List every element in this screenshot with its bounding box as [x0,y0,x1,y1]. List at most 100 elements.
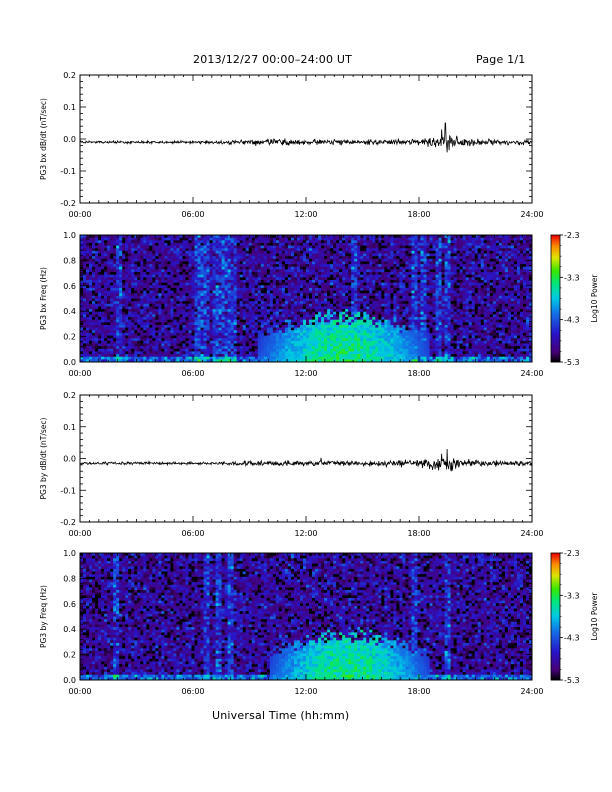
heatmap-cell [269,322,274,326]
heatmap-cell [296,274,301,278]
heatmap-cell [185,335,189,339]
heatmap-cell [254,338,259,342]
heatmap-cell [149,248,153,252]
heatmap-cell [321,351,325,355]
heatmap-cell [363,261,367,265]
heatmap-cell [140,279,144,284]
heatmap-cell [119,287,123,291]
heatmap-cell [296,317,301,321]
heatmap-cell [188,311,192,315]
heatmap-cell [83,301,87,305]
heatmap-cell [176,356,180,360]
heatmap-cell [284,359,289,363]
heatmap-cell [251,240,256,244]
heatmap-cell [128,301,132,305]
heatmap-cell [155,279,159,284]
heatmap-cell [330,311,334,315]
heatmap-cell [315,340,319,344]
heatmap-cell [327,314,331,318]
heatmap-cell [281,359,286,363]
heatmap-cell [161,279,165,284]
heatmap-cell [330,309,334,313]
heatmap-cell [263,237,268,241]
heatmap-cell [360,248,364,252]
heatmap-cell [315,237,319,241]
heatmap-cell [357,354,361,358]
heatmap-cell [275,348,280,352]
heatmap-cell [260,346,265,350]
heatmap-cell [275,277,280,281]
heatmap-cell [327,359,331,363]
heatmap-cell [348,327,352,331]
heatmap-cell [203,324,207,329]
heatmap-cell [357,343,361,347]
heatmap-cell [360,256,364,260]
heatmap-cell [173,301,177,305]
heatmap-cell [369,306,373,310]
heatmap-cell [188,264,192,268]
heatmap-cell [284,290,289,294]
heatmap-cell [330,356,334,360]
heatmap-cell [284,324,289,329]
heatmap-cell [375,266,379,270]
heatmap-cell [272,351,277,355]
heatmap-cell [185,237,189,241]
heatmap-cell [164,319,168,323]
heatmap-cell [275,327,280,331]
heatmap-cell [119,258,123,262]
heatmap-cell [164,261,168,265]
heatmap-cell [191,290,195,294]
heatmap-cell [378,354,382,358]
heatmap-cell [155,348,159,352]
heatmap-cell [354,258,358,262]
heatmap-cell [315,346,319,350]
heatmap-cell [92,245,96,249]
heatmap-cell [239,274,244,278]
heatmap-cell [86,282,90,286]
heatmap-cell [110,346,114,350]
heatmap-cell [101,359,105,363]
heatmap-cell [299,269,304,273]
heatmap-cell [290,240,295,244]
heatmap-cell [83,287,87,291]
heatmap-cell [101,242,105,246]
heatmap-cell [345,261,349,265]
heatmap-cell [227,287,232,291]
heatmap-cell [306,287,310,291]
heatmap-cell [98,295,102,299]
heatmap-cell [345,258,349,262]
heatmap-cell [327,324,331,329]
heatmap-cell [360,269,364,273]
heatmap-cell [351,248,355,252]
heatmap-cell [107,324,111,329]
heatmap-cell [302,319,307,323]
heatmap-cell [200,269,204,273]
heatmap-cell [140,314,144,318]
heatmap-cell [212,237,216,241]
heatmap-cell [330,330,334,334]
heatmap-cell [104,301,108,305]
heatmap-cell [152,290,156,294]
heatmap-cell [167,346,171,350]
heatmap-cell [170,264,174,268]
heatmap-cell [357,301,361,305]
heatmap-cell [312,338,316,342]
heatmap-cell [83,319,87,323]
heatmap-cell [257,317,262,321]
heatmap-cell [272,287,277,291]
heatmap-cell [83,322,87,326]
heatmap-cell [251,266,256,270]
heatmap-cell [330,279,334,284]
heatmap-cell [299,298,304,302]
heatmap-cell [372,253,376,257]
heatmap-cell [185,301,189,305]
heatmap-cell [104,354,108,358]
heatmap-cell [360,253,364,257]
heatmap-cell [134,340,138,344]
heatmap-cell [254,348,259,352]
heatmap-cell [89,245,93,249]
heatmap-cell [104,314,108,318]
heatmap-cell [284,261,289,265]
heatmap-cell [281,351,286,355]
heatmap-cell [321,324,325,329]
